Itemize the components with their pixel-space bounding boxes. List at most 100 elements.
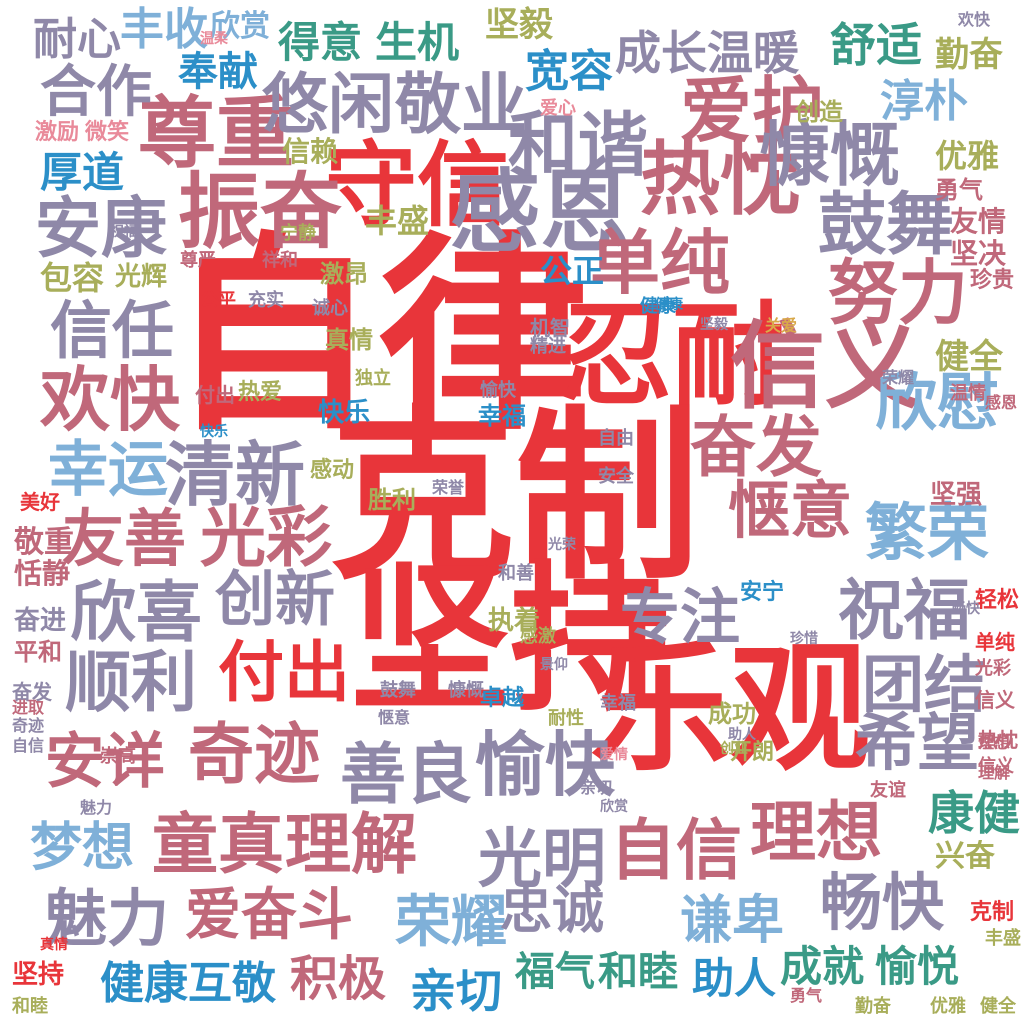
word-chenggong: 成功 [708,700,756,728]
word-guanai: 关爱 [765,316,798,335]
word-xinyi: 信义 [730,312,921,422]
word-shengli: 胜利 [368,486,416,514]
word-qianbei: 谦卑 [680,891,785,951]
word-hexie: 和谐 [508,104,648,186]
word-lixiang-small: 理想 [978,733,1011,752]
word-zhufu-small: 祝福 [110,224,138,240]
word-qiji-small: 奇迹 [12,716,45,735]
word-zixin-small: 自信 [12,736,45,755]
word-nuli: 努力 [828,252,968,334]
word-zhongcheng: 忠诚 [500,881,605,941]
word-xingfu: 幸福 [478,402,526,430]
word-zhuren: 助人 [692,954,777,1003]
word-yongqi-small: 勇气 [790,986,823,1005]
word-aihu: 爱护 [680,69,825,153]
word-tuanjie: 团结 [862,648,987,721]
word-danchun: 单纯 [590,222,730,304]
word-jianyi-small: 坚毅 [700,317,728,333]
word-naixing: 耐性 [548,708,584,729]
word-ziyou: 自由 [598,428,634,449]
word-ganjie: 感激 [520,626,556,647]
word-jingyang: 景仰 [540,657,568,673]
word-ningjing: 宁静 [280,223,316,244]
word-anquan: 安全 [598,466,634,487]
word-guanghui: 光辉 [115,262,168,292]
word-aifendou: 爱奋斗 [185,883,353,948]
word-reai: 热爱 [238,380,283,405]
word-qieyi: 惬意 [728,474,853,547]
word-huankuai: 欢快 [40,359,180,441]
word-shouxin: 守信 [325,132,510,239]
word-ganen-small: 感恩 [985,393,1018,412]
word-guangcai: 光彩 [200,499,332,576]
word-jianquan-small: 健全 [980,996,1016,1017]
word-jianchi: 坚持 [350,546,671,733]
word-qieyi-small: 惬意 [378,708,411,727]
word-shengji: 生机 [375,18,460,67]
word-mengxiang: 梦想 [30,818,135,878]
word-qingsong: 轻松 [975,588,1020,613]
word-youxian: 悠闲 [262,66,394,143]
word-jianchi-small: 坚持 [12,960,65,990]
word-youya: 优雅 [935,137,1000,175]
word-zhenqing-small: 真情 [40,937,68,953]
word-fenfa: 奋发 [690,409,822,486]
word-zhengui: 珍贵 [970,268,1015,293]
word-zhuanzhu: 专注 [620,583,740,653]
word-xingyun: 幸运 [48,435,168,505]
word-yukuai: 愉快 [475,724,615,806]
word-xinxi: 欣喜 [70,574,202,651]
word-jili: 激励 [35,120,80,145]
word-hemu-small: 和睦 [12,996,48,1017]
word-qinfen-small: 勤奋 [855,996,891,1017]
word-danchun-small: 单纯 [975,630,1015,654]
word-deyi: 得意 [278,18,363,67]
word-jiankang: 健康 [640,296,676,317]
word-baorong: 包容 [40,259,105,297]
word-aiqing: 爱情 [600,747,628,763]
word-meili: 魅力 [45,882,170,955]
word-zhuoyue: 卓越 [480,686,525,711]
word-ankang: 安康 [35,190,167,267]
word-guangrong: 光荣 [548,537,576,553]
word-youya-small: 优雅 [930,996,966,1017]
word-kailang: 开朗 [730,740,775,765]
word-xinshang: 欣赏 [210,9,270,44]
word-youyi: 友谊 [870,780,906,801]
word-qinqie-small: 亲切 [580,778,613,797]
word-leguan: 乐观 [590,628,871,791]
word-yukuai-small: 愉快 [480,380,516,401]
word-rongyu: 荣誉 [432,478,465,497]
word-xiwang: 希望 [855,706,980,779]
word-jianquan: 健全 [935,337,1003,377]
word-youqing: 友情 [950,205,1007,238]
word-zixin: 自信 [610,812,742,889]
word-changkuai: 畅快 [820,866,945,939]
word-yongqi: 勇气 [935,176,983,204]
word-chengzhang: 成长温暖 [615,26,799,80]
word-anxiang: 安详 [45,727,165,797]
word-rongyao: 荣耀 [395,890,507,955]
word-gandong: 感动 [310,458,355,483]
word-meili-small: 魅力 [80,798,113,817]
word-wenrou: 温柔 [200,31,228,47]
word-gongping: 公平 [200,290,236,311]
word-jizhi: 机智 [530,316,570,340]
word-wenqing: 温情 [950,383,986,404]
word-zhuren-small: 助人 [728,727,756,743]
word-jingjin: 精进 [530,336,566,357]
word-aixin: 爱心 [540,98,576,119]
word-youshan: 友善 [62,502,187,575]
word-meihao: 美好 [20,490,60,514]
word-tongzhen: 童真 [152,806,284,883]
word-xinyi-small: 信义 [975,688,1015,712]
word-renai: 鼓舞 [380,680,416,701]
word-xingfu-small: 幸福 [600,693,636,714]
word-anning: 安宁 [740,580,785,605]
word-kuaile: 快乐 [318,398,371,428]
word-xinwei: 欣慰 [875,366,1000,439]
word-lijie: 理解 [285,806,417,883]
word-hemu: 和睦 [598,949,678,995]
word-fanrong: 繁荣 [865,496,990,569]
word-jiqing: 激昂 [320,260,368,288]
